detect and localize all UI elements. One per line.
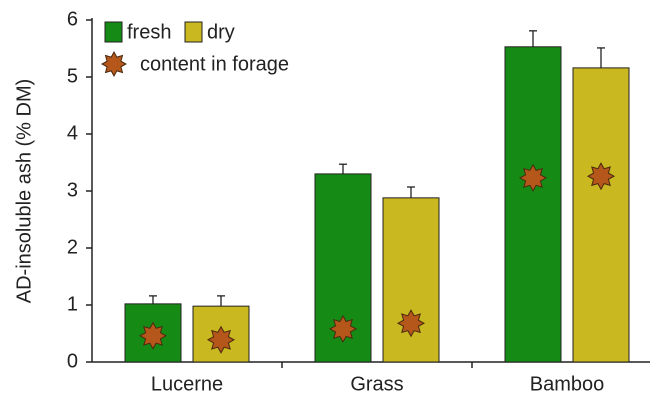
legend-swatch [184, 21, 203, 43]
forage-marker [518, 163, 548, 192]
forage-marker [328, 314, 358, 343]
legend-marker [100, 50, 128, 78]
y-tick-label: 6 [67, 8, 78, 30]
forage-marker [206, 325, 236, 354]
bar [572, 67, 630, 363]
y-tick-label: 5 [67, 65, 78, 87]
x-tick-label: Grass [350, 373, 403, 395]
bar [504, 46, 562, 363]
forage-marker [396, 309, 426, 338]
legend-label: content in forage [140, 53, 289, 75]
forage-marker [138, 321, 168, 350]
legend-label: fresh [127, 21, 171, 43]
x-tick-label: Bamboo [530, 373, 605, 395]
bar [382, 197, 440, 363]
y-axis-label: AD-insoluble ash (% DM) [13, 79, 35, 304]
x-tick-label: Lucerne [151, 373, 223, 395]
y-tick-label: 1 [67, 293, 78, 315]
legend-swatch [104, 21, 123, 43]
y-tick-label: 3 [67, 179, 78, 201]
y-tick-label: 0 [67, 350, 78, 372]
forage-marker [586, 162, 616, 191]
legend-label: dry [207, 21, 235, 43]
y-tick-label: 4 [67, 122, 78, 144]
y-tick-label: 2 [67, 236, 78, 258]
